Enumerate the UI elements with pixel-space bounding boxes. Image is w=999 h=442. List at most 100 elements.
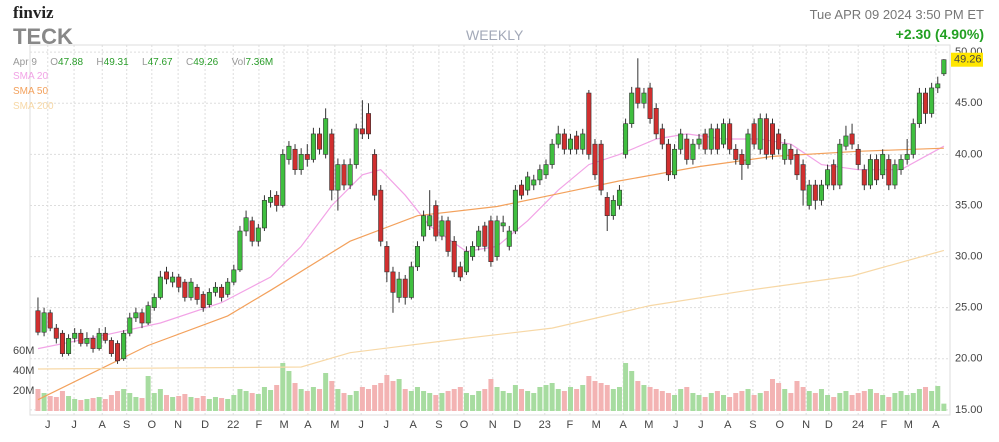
volume-bar [304,391,310,411]
x-tick-label: J [71,419,77,431]
volume-bar [592,381,598,411]
candle-body [151,297,157,308]
candle-body [812,184,818,201]
candle-body [892,164,898,186]
volume-bar [659,391,665,411]
volume-bar [53,397,59,411]
candle-body [837,143,843,186]
volume-bar [59,391,65,411]
volume-bar [696,395,702,411]
candle-body [665,143,671,176]
volume-bar [776,383,782,411]
volume-bar [35,389,41,411]
volume-bar [886,397,892,411]
candle-body [408,266,414,298]
candle-body [659,128,665,145]
volume-bar [341,393,347,411]
volume-bar [298,389,304,411]
candle-body [690,143,696,160]
candle-body [451,240,457,273]
volume-bar [506,393,512,411]
candle-body [941,59,947,75]
x-tick-label: F [256,419,263,431]
candle-body [53,327,59,339]
candle-body [794,154,800,176]
close-label: C [185,57,194,68]
candle-body [433,205,439,237]
y-tick-label: 20.00 [955,353,983,365]
candle-body [678,133,684,150]
x-tick-label: A [99,419,107,431]
candle-body [531,179,537,186]
volume-bar [96,397,102,411]
volume-bar [647,387,653,411]
volume-label: Vol [231,57,246,68]
volume-bar [41,393,47,411]
candle-body [231,269,237,283]
volume-bar [874,393,880,411]
candle-body [292,148,298,170]
quote-row: Apr 9 O47.88 H49.31 L47.67 C49.26 Vol7.3… [13,52,273,70]
x-tick-label: D [513,419,521,431]
candle-body [861,169,867,186]
candle-body [274,194,280,206]
legend-entry: SMA 200 [13,101,54,112]
x-tick-label: O [460,419,469,431]
candle-body [402,278,408,298]
volume-bar [567,387,573,411]
volume-bar [488,379,494,411]
candle-body [286,145,292,160]
volume-bar [84,399,90,411]
volume-bar [941,403,947,411]
volume-bar [806,391,812,411]
candle-body [445,220,451,252]
volume-bar [580,385,586,411]
volume-bar [739,391,745,411]
volume-bar [898,391,904,411]
candle-body [874,159,880,181]
quote-date: Apr 9 [13,57,37,68]
volume-bar [555,389,561,411]
volume-bar [286,371,292,411]
candle-body [929,87,935,114]
volume-bar [157,389,163,411]
candle-body [867,159,873,186]
x-tick-label: F [881,419,888,431]
volume-bar [512,385,518,411]
candle-body [378,189,384,242]
volume-bar [231,395,237,411]
ticker: TECK [13,24,73,49]
volume-bar [561,391,567,411]
volume-bar [702,397,708,411]
candle-body [164,271,170,280]
candle-body [525,176,531,191]
candle-body [543,164,549,176]
volume-bar [837,393,843,411]
x-tick-label: D [825,419,833,431]
candle-body [200,294,206,308]
volume-bar [635,381,641,411]
volume-bar [708,393,714,411]
brand[interactable]: finviz [13,3,54,22]
volume-bar [929,391,935,411]
volume-bar [243,391,249,411]
volume-bar [727,397,733,411]
last-price-box [951,52,983,67]
open-label: O [50,57,59,68]
candle-body [886,159,892,186]
y-tick-label: 40.00 [955,148,983,160]
volume-bar [892,393,898,411]
legend-entry: SMA 50 [13,86,49,97]
volume-bar [861,391,867,411]
volume-bar [470,395,476,411]
x-tick-label: S [435,419,442,431]
volume-bar [115,391,121,411]
candle-body [751,123,757,145]
candle-body [623,123,629,155]
candle-body [788,148,794,160]
candle-body [72,332,78,339]
low-value: 47.67 [147,57,173,68]
candle-body [482,225,488,247]
x-tick-label: N [489,419,497,431]
